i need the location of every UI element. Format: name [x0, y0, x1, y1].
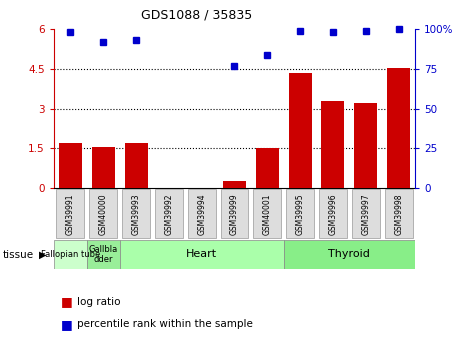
Text: Thyroid: Thyroid	[328, 249, 371, 259]
Bar	[56, 189, 84, 238]
Text: ■: ■	[61, 318, 73, 331]
Bar	[89, 189, 117, 238]
Text: GSM39994: GSM39994	[197, 193, 206, 235]
Bar	[124, 143, 147, 188]
Text: GSM39999: GSM39999	[230, 193, 239, 235]
Text: log ratio: log ratio	[77, 297, 121, 307]
Bar	[155, 189, 183, 238]
Bar	[54, 240, 87, 269]
Bar	[223, 181, 246, 188]
Bar	[120, 240, 284, 269]
Bar	[385, 189, 413, 238]
Bar	[188, 189, 216, 238]
Bar	[59, 143, 82, 188]
Text: GDS1088 / 35835: GDS1088 / 35835	[141, 9, 253, 22]
Bar	[256, 148, 279, 188]
Bar	[284, 240, 415, 269]
Bar	[220, 189, 249, 238]
Text: GSM40000: GSM40000	[98, 193, 108, 235]
Bar	[387, 68, 410, 188]
Bar	[91, 147, 114, 188]
Text: GSM39998: GSM39998	[394, 193, 403, 235]
Text: ▶: ▶	[39, 250, 46, 259]
Text: Gallbla
dder: Gallbla dder	[89, 245, 118, 264]
Bar	[319, 189, 347, 238]
Text: ■: ■	[61, 295, 73, 308]
Text: Fallopian tube: Fallopian tube	[41, 250, 100, 259]
Text: percentile rank within the sample: percentile rank within the sample	[77, 319, 253, 329]
Bar	[87, 240, 120, 269]
Text: GSM40001: GSM40001	[263, 193, 272, 235]
Bar	[288, 73, 311, 188]
Text: GSM39996: GSM39996	[328, 193, 338, 235]
Bar	[122, 189, 150, 238]
Bar	[354, 104, 377, 188]
Text: GSM39997: GSM39997	[361, 193, 371, 235]
Text: Heart: Heart	[186, 249, 217, 259]
Bar	[253, 189, 281, 238]
Text: GSM39993: GSM39993	[131, 193, 141, 235]
Text: GSM39995: GSM39995	[295, 193, 305, 235]
Bar	[321, 101, 344, 188]
Text: GSM39992: GSM39992	[164, 193, 174, 235]
Text: GSM39991: GSM39991	[66, 193, 75, 235]
Bar	[286, 189, 314, 238]
Text: tissue: tissue	[2, 250, 33, 259]
Bar	[352, 189, 380, 238]
